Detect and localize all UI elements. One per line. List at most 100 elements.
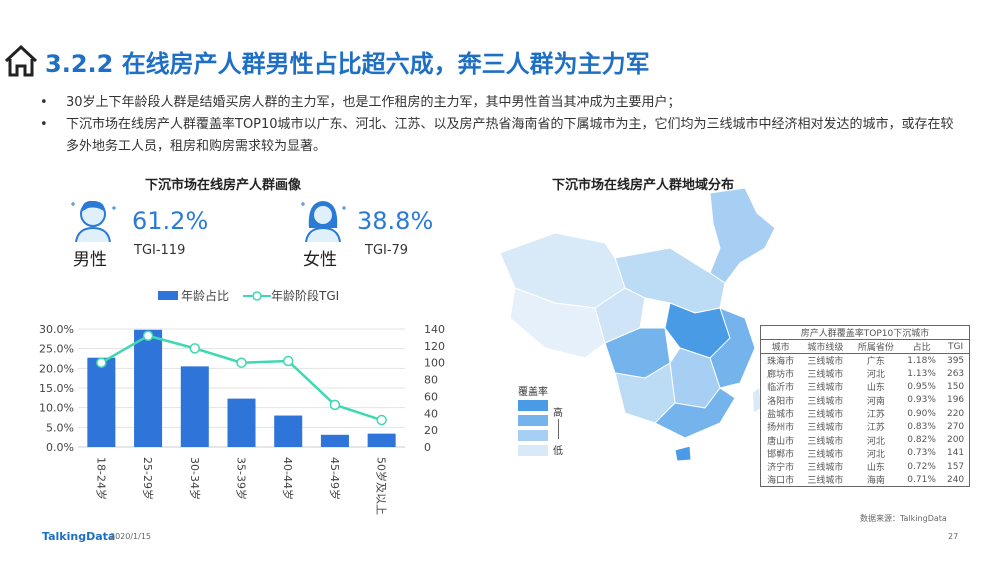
table-cell: 263: [946, 368, 965, 379]
column-header: TGI: [942, 339, 970, 354]
x-tick-label: 50岁及以上: [375, 457, 389, 515]
bar-2: [180, 366, 209, 447]
table-cell: 河南: [866, 396, 885, 407]
table-cell: 0.82%: [907, 435, 936, 446]
table-cell: 盐城市: [767, 410, 795, 421]
table-cell: 三线城市: [807, 357, 844, 367]
table-cell: 150: [946, 381, 965, 392]
table-cell: 0.93%: [907, 395, 936, 406]
table-cell: 济宁市: [767, 463, 795, 474]
y-left-tick-label: 5.0%: [46, 421, 74, 434]
bar-3: [227, 398, 256, 447]
map-legend-swatch: [518, 400, 548, 411]
map-title: 下沉市场在线房产人群地域分布: [552, 178, 735, 193]
map-legend-title: 覆盖率: [518, 387, 548, 398]
table-row: 廊坊市 三线城市 河北 1.13% 263: [761, 367, 970, 381]
bar-0: [87, 357, 116, 447]
x-tick-label: 30-34岁: [188, 457, 202, 500]
table-cell: 三线城市: [807, 383, 844, 394]
map-region-qinghai: [594, 287, 646, 344]
table-cell: 三线城市: [807, 410, 844, 421]
table-cell: 山东: [866, 383, 885, 394]
page-title: 3.2.2 在线房产人群男性占比超六成，奔三人群为主力军: [45, 50, 650, 78]
table-cell: 广东: [866, 357, 885, 367]
tgi-point-1: [142, 330, 154, 341]
column-header: 城市线级: [800, 339, 851, 354]
map-region-northeast: [709, 188, 776, 284]
bullet-marker: •: [40, 95, 48, 110]
map-region-south: [654, 387, 736, 439]
female-avatar-icon: [298, 194, 348, 248]
age-chart: 0.0% 5.0% 10.0% 15.0% 20.0% 25.0% 30.0% 0 20 40 60…: [39, 323, 445, 515]
tgi-point-2: [189, 343, 201, 354]
female-percentage: 38.8%: [357, 207, 434, 235]
table-cell: 邯郸市: [767, 449, 795, 460]
table-cell: 0.72%: [907, 461, 936, 472]
table-cell: 三线城市: [807, 463, 844, 474]
table-cell: 240: [946, 474, 965, 485]
table-cell: 196: [946, 395, 965, 406]
table-cell: 157: [946, 461, 965, 472]
y-left-tick-label: 15.0%: [39, 382, 74, 395]
table-cell: 220: [946, 408, 965, 419]
tgi-point-5: [329, 399, 341, 411]
table-row: 珠海市 三线城市 广东 1.18% 395: [761, 354, 970, 368]
map-legend-divider: [558, 419, 559, 439]
y-left-tick-label: 25.0%: [39, 343, 74, 356]
map-legend-swatch: [518, 445, 548, 456]
bullet-item: • 30岁上下年龄段人群是结婚买房人群的主力军，也是工作租房的主力军，其中男性首当…: [40, 92, 960, 114]
brand-logo: TalkingData: [42, 530, 116, 543]
table-cell: 三线城市: [807, 370, 844, 381]
table-cell: 山东: [866, 463, 885, 474]
y-right-tick-label: 140: [424, 323, 445, 336]
column-header: 所属省份: [850, 339, 902, 354]
table-cell: 三线城市: [807, 396, 844, 407]
female-tgi: TGI-79: [365, 243, 409, 258]
legend-bar-label: 年龄占比: [181, 289, 230, 303]
map-legend-swatch: [518, 430, 548, 441]
table-cell: 海南: [866, 476, 885, 487]
y-right-tick-label: 20: [424, 424, 438, 437]
table-row: 济宁市 三线城市 山东 0.72% 157: [761, 460, 970, 474]
footer-date: 2020/1/15: [110, 532, 152, 541]
table-cell: 江苏: [866, 423, 885, 434]
table-cell: 三线城市: [807, 423, 844, 434]
table-cell: 河北: [866, 436, 885, 447]
page-number: 27: [948, 532, 959, 541]
table-cell: 廊坊市: [767, 370, 795, 381]
bullet-item: • 下沉市场在线房产人群覆盖率TOP10城市以广东、河北、江苏、以及房产热省海南省…: [40, 114, 960, 158]
x-tick-label: 18-24岁: [94, 457, 108, 500]
table-title: 房产人群覆盖率TOP10下沉城市: [760, 325, 970, 340]
y-left-tick-label: 0.0%: [46, 441, 74, 454]
legend-line-swatch: [243, 290, 272, 301]
map-legend-scale: [518, 400, 548, 456]
table-cell: 0.73%: [907, 448, 936, 459]
column-header: 占比: [901, 339, 943, 354]
home-icon[interactable]: [2, 42, 40, 80]
y-left-tick-label: 20.0%: [39, 362, 74, 375]
map-region-east: [709, 307, 756, 389]
bullet-marker: •: [40, 117, 48, 132]
y-left-tick-label: 10.0%: [39, 402, 74, 415]
x-tick-label: 25-29岁: [141, 457, 155, 500]
table-cell: 200: [946, 435, 965, 446]
table-cell: 三线城市: [807, 436, 844, 447]
x-tick-label: 40-44岁: [281, 457, 295, 500]
bar-5: [320, 434, 349, 447]
table-cell: 河北: [866, 370, 885, 381]
table-cell: 三线城市: [807, 449, 844, 460]
china-map: [499, 188, 776, 462]
bar-6: [367, 433, 396, 447]
table-cell: 1.18%: [907, 355, 936, 366]
chart-legend: 年龄占比 年龄阶段TGI: [158, 287, 339, 304]
x-tick-label: 35-39岁: [235, 457, 249, 500]
tgi-point-6: [376, 414, 387, 426]
male-label: 男性: [73, 250, 107, 270]
column-header: 城市: [760, 339, 801, 354]
y-right-tick-label: 100: [424, 357, 445, 370]
table-row: 邯郸市 三线城市 河北 0.73% 141: [761, 447, 970, 460]
legend-line-label: 年龄阶段TGI: [271, 289, 340, 303]
y-right-tick-label: 0: [424, 441, 431, 454]
map-legend-swatch: [518, 415, 548, 426]
table-cell: 1.13%: [907, 368, 936, 379]
